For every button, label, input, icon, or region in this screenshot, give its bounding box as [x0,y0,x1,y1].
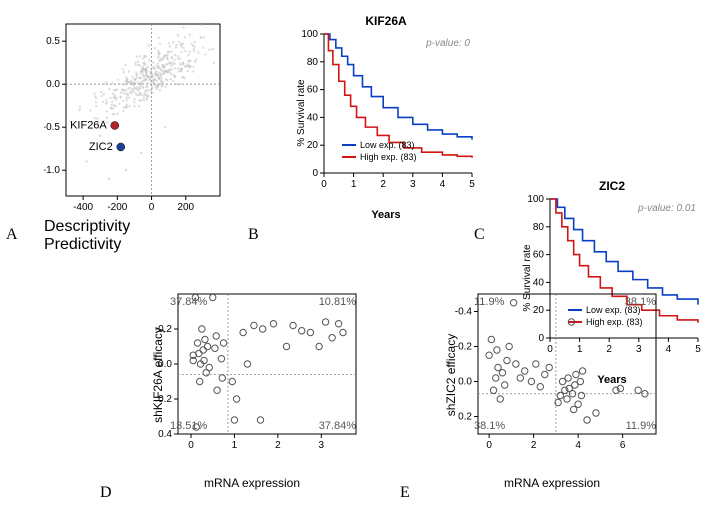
svg-text:Low exp. (83): Low exp. (83) [360,140,415,150]
label-c: C [474,226,485,244]
svg-text:KIF26A: KIF26A [70,119,107,131]
figure: -400-2000200-1.0-0.50.00.5KIF26AZIC2 Des… [0,0,714,508]
svg-text:2: 2 [275,440,281,451]
svg-text:40: 40 [307,112,319,123]
label-a: A [6,226,18,244]
svg-text:0.5: 0.5 [46,36,60,47]
panel-e-ylabel: shZIC2 efficacy [444,334,458,416]
svg-text:100: 100 [527,195,544,205]
svg-text:4: 4 [575,440,581,451]
pct-d-bl: 13.51% [170,420,207,432]
svg-text:0.0: 0.0 [458,377,472,388]
panel-a-ylabel: Descriptivity [44,218,226,236]
svg-text:0: 0 [486,440,492,451]
panel-a: -400-2000200-1.0-0.50.00.5KIF26AZIC2 Des… [44,18,226,218]
panel-c-title: ZIC2 [599,179,625,193]
panel-b: KIF26A p-value: 0 012345020406080100Low … [296,30,476,195]
panel-b-ylabel: % Survival rate [296,79,307,146]
pct-e-tr: 38.1% [625,296,656,308]
pct-d-tr: 10.81% [319,296,356,308]
svg-text:0.2: 0.2 [458,412,472,423]
scatter-d: 0123-0.20.00.20.4 [142,290,362,460]
panel-e-xlabel: mRNA expression [504,476,600,490]
scatter-a: -400 -200 0 200 -1.0 -0.5 0.0 0.5 KIF26A ZIC2 [44,18,226,218]
scatter-e: 0246-0.4-0.20.00.2 [442,290,662,460]
svg-text:60: 60 [533,250,545,261]
svg-text:100: 100 [301,30,318,40]
svg-text:2: 2 [380,179,386,190]
svg-text:-0.4: -0.4 [455,307,473,318]
svg-text:5: 5 [695,344,701,355]
svg-text:1: 1 [351,179,357,190]
panel-b-title: KIF26A [365,14,406,28]
km-b: 0 1 2 3 4 5 0 20 40 60 80 100 Low exp. (83) High exp.… [296,30,476,195]
svg-text:3: 3 [318,440,324,451]
svg-text:1: 1 [232,440,238,451]
svg-text:0.0: 0.0 [46,79,60,90]
panel-c-pvalue: p-value: 0.01 [638,203,696,214]
svg-text:0: 0 [321,179,327,190]
panel-b-pvalue: p-value: 0 [426,38,470,49]
svg-text:80: 80 [307,57,319,68]
svg-text:ZIC2: ZIC2 [89,141,113,153]
svg-text:0: 0 [312,168,318,179]
pct-e-bl: 38.1% [474,420,505,432]
label-d: D [100,484,112,502]
svg-text:High exp. (83): High exp. (83) [360,152,417,162]
svg-text:0: 0 [149,202,155,213]
svg-text:60: 60 [307,85,319,96]
panel-e: 0246-0.4-0.20.00.2 shZIC2 efficacy mRNA … [442,290,662,460]
label-e: E [400,484,410,502]
panel-a-xlabel: Predictivity [44,236,226,254]
panel-d-xlabel: mRNA expression [204,476,300,490]
svg-text:-200: -200 [107,202,127,213]
svg-text:4: 4 [440,179,446,190]
label-b: B [248,226,259,244]
svg-text:3: 3 [410,179,416,190]
svg-text:4: 4 [666,344,672,355]
svg-text:-400: -400 [73,202,93,213]
pct-e-tl: 11.9% [474,296,504,308]
panel-b-xlabel: Years [371,209,400,221]
svg-text:-1.0: -1.0 [44,165,60,176]
svg-text:6: 6 [620,440,626,451]
svg-text:5: 5 [469,179,475,190]
svg-text:-0.5: -0.5 [44,122,60,133]
svg-text:200: 200 [177,202,194,213]
panel-d-ylabel: shKIF26A efficacy [151,327,165,423]
svg-text:80: 80 [533,222,545,233]
svg-text:20: 20 [307,140,319,151]
svg-text:40: 40 [533,277,545,288]
svg-text:0: 0 [188,440,194,451]
pct-d-br: 37.84% [319,420,356,432]
pct-d-tl: 37.84% [170,296,207,308]
panel-d: 0123-0.20.00.20.4 shKIF26A efficacy mRNA… [142,290,362,460]
svg-text:2: 2 [531,440,537,451]
pct-e-br: 11.9% [626,420,656,432]
